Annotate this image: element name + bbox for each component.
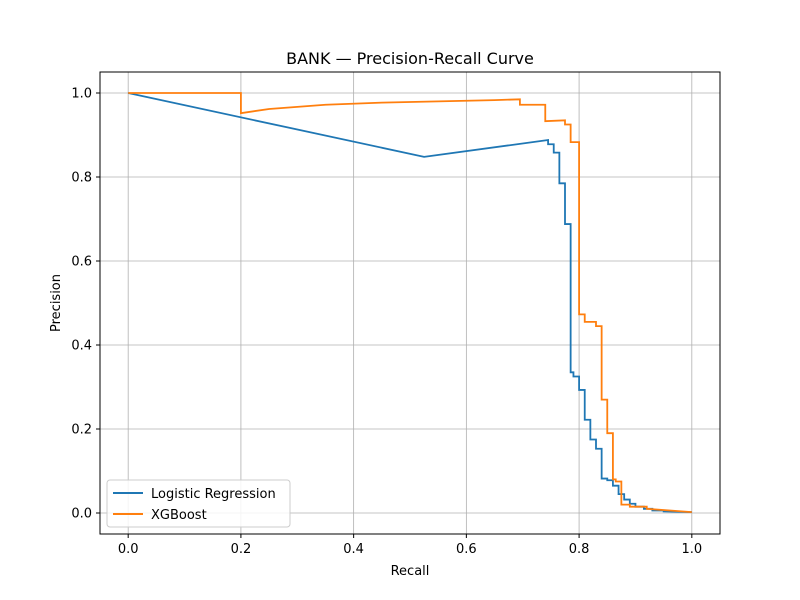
legend-label-logistic-regression: Logistic Regression — [151, 487, 276, 502]
x-tick-label: 1.0 — [681, 542, 702, 557]
y-axis-label: Precision — [49, 274, 64, 332]
legend: Logistic Regression XGBoost — [106, 479, 291, 528]
grid — [100, 72, 720, 534]
y-tick-label: 0.2 — [71, 423, 92, 438]
x-tick-label: 0.6 — [456, 542, 477, 557]
y-tick-label: 0.6 — [71, 255, 92, 270]
y-tick-label: 0.8 — [71, 171, 92, 186]
chart-title: BANK — Precision-Recall Curve — [286, 49, 534, 68]
series-layer — [127, 92, 692, 514]
x-ticks: 0.0 0.2 0.4 0.6 0.8 1.0 — [118, 534, 702, 557]
y-tick-label: 1.0 — [71, 87, 92, 102]
x-tick-label: 0.8 — [569, 542, 590, 557]
y-ticks: 0.0 0.2 0.4 0.6 0.8 1.0 — [71, 87, 100, 522]
x-axis-label: Recall — [391, 564, 430, 579]
x-tick-label: 0.0 — [118, 542, 139, 557]
x-tick-label: 0.2 — [231, 542, 252, 557]
plot-frame — [99, 71, 721, 535]
legend-frame — [106, 479, 291, 528]
x-tick-label: 0.4 — [343, 542, 364, 557]
y-tick-label: 0.4 — [71, 339, 92, 354]
legend-label-xgboost: XGBoost — [151, 508, 207, 523]
y-tick-label: 0.0 — [71, 507, 92, 522]
series-line-xgboost — [128, 92, 692, 514]
